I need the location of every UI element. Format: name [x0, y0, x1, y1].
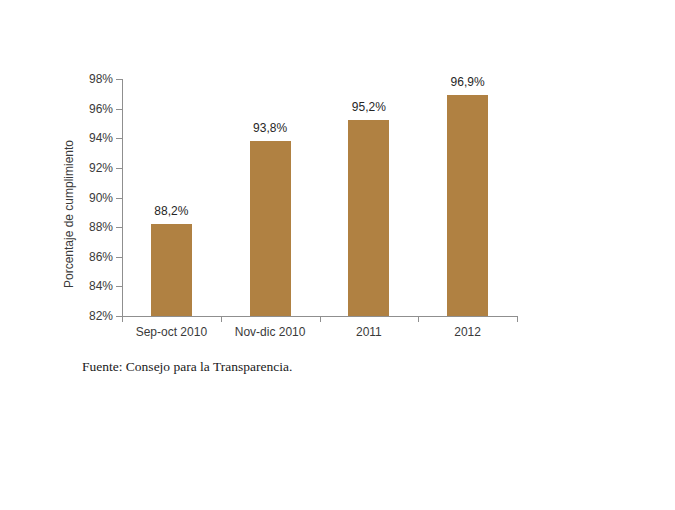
y-axis-tick-label: 90%	[65, 191, 113, 205]
x-axis-tick	[320, 317, 321, 322]
bar	[151, 224, 192, 316]
x-axis-tick	[418, 317, 419, 322]
bar-value-label: 88,2%	[154, 204, 188, 218]
x-axis-tick	[122, 317, 123, 322]
y-axis-tick-label: 82%	[65, 309, 113, 323]
y-axis-tick-label: 86%	[65, 250, 113, 264]
y-axis-tick-label: 84%	[65, 279, 113, 293]
y-axis-tick	[116, 227, 122, 228]
bar-value-label: 93,8%	[253, 121, 287, 135]
bar	[348, 120, 389, 316]
y-axis-tick	[116, 168, 122, 169]
y-axis-tick	[116, 257, 122, 258]
y-axis-tick-label: 92%	[65, 161, 113, 175]
bar	[447, 95, 488, 316]
y-axis-tick-label: 98%	[65, 72, 113, 86]
y-axis-tick-label: 88%	[65, 220, 113, 234]
x-axis-category-label: 2011	[356, 325, 382, 339]
y-axis-tick	[116, 286, 122, 287]
y-axis-tick	[116, 109, 122, 110]
bar-value-label: 95,2%	[352, 100, 386, 114]
x-axis-category-label: Sep-oct 2010	[136, 325, 207, 339]
bar	[250, 141, 291, 316]
chart-canvas: Porcentaje de cumplimiento 82%84%86%88%9…	[0, 0, 675, 510]
x-axis-category-label: 2012	[454, 325, 481, 339]
y-axis-tick	[116, 79, 122, 80]
y-axis-tick-label: 94%	[65, 131, 113, 145]
y-axis-tick	[116, 198, 122, 199]
x-axis-tick	[517, 317, 518, 322]
y-axis-tick	[116, 138, 122, 139]
x-axis-tick	[221, 317, 222, 322]
x-axis-category-label: Nov-dic 2010	[235, 325, 306, 339]
bar-value-label: 96,9%	[451, 75, 485, 89]
y-axis-tick-label: 96%	[65, 102, 113, 116]
source-note: Fuente: Consejo para la Transparencia.	[82, 359, 292, 375]
